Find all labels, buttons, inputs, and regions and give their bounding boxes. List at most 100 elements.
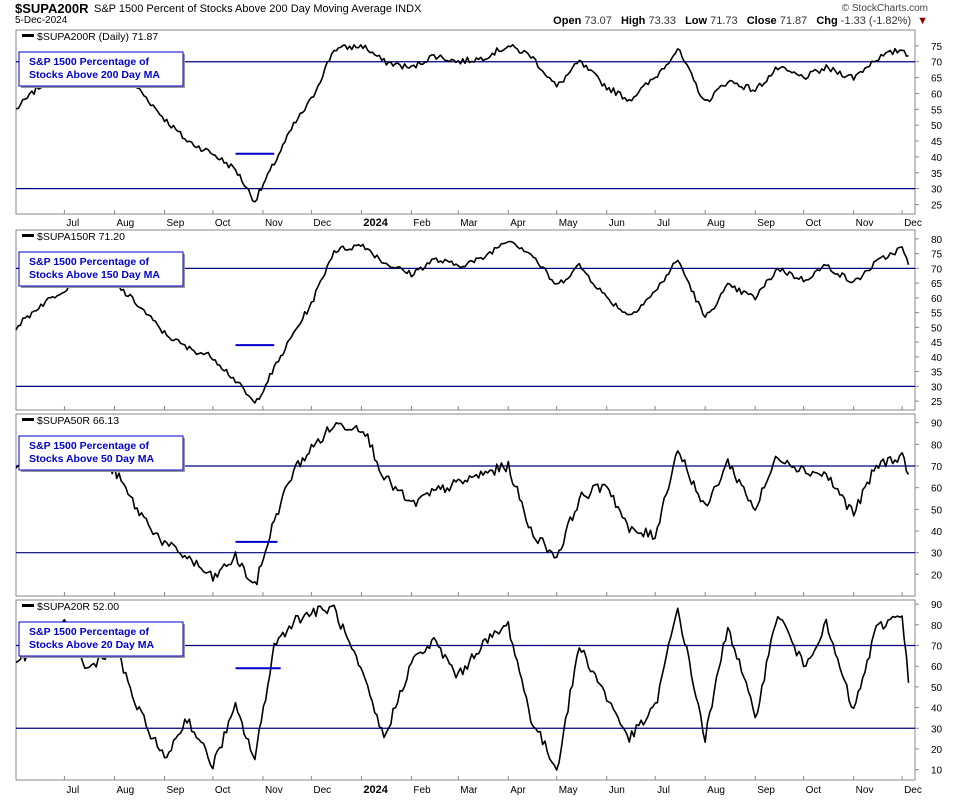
x-tick-label: Aug (116, 218, 134, 229)
x-tick-label: Aug (116, 785, 134, 796)
y-tick-label: 80 (931, 235, 943, 246)
series-line (15, 240, 910, 404)
label-box-text: Stocks Above 200 Day MA (29, 69, 160, 81)
y-tick-label: 35 (931, 169, 943, 180)
y-tick-label: 70 (931, 462, 943, 473)
panel-2: 25 30 35 40 45 50 55 60 65 70 75 80 $SUPA150R 71.20 S… (15, 229, 943, 411)
y-tick-label: 50 (931, 323, 943, 334)
legend-text: $SUPA200R (Daily) 71.87 (37, 31, 158, 43)
high-label: High (620, 15, 646, 27)
x-tick-label: 2024 (363, 217, 388, 229)
y-tick-label: 40 (931, 353, 943, 364)
y-tick-label: 55 (931, 105, 943, 116)
x-tick-label: Nov (265, 785, 283, 796)
ohlc-readout: Open 73.07 High 73.33 Low 71.73 Close 71… (553, 15, 928, 27)
label-box (18, 51, 184, 87)
label-box-text: Stocks Above 150 Day MA (29, 269, 160, 281)
label-box (18, 251, 184, 287)
series-line (15, 43, 909, 203)
x-tick-label: Oct (806, 785, 822, 796)
y-tick-label: 25 (931, 397, 943, 408)
exchange: INDX (395, 3, 422, 15)
open-value: 73.07 (584, 15, 612, 27)
legend: $SUPA200R (Daily) 71.87 (22, 31, 158, 43)
chart-header: $SUPA200R S&P 1500 Percent of Stocks Abo… (0, 0, 960, 30)
y-tick-label: 45 (931, 137, 943, 148)
panel-frame (15, 29, 916, 215)
x-tick-label: Feb (413, 218, 431, 229)
panel-4: 10 20 30 40 50 60 70 80 90 $SUPA20R 52.00 S&P 1500… (15, 599, 943, 796)
y-tick-label: 50 (931, 121, 943, 132)
y-tick-label: 30 (931, 549, 943, 560)
y-tick-label: 90 (931, 419, 943, 430)
panel-frame (15, 229, 916, 411)
x-tick-label: Mar (460, 785, 478, 796)
symbol: $SUPA200R (15, 1, 89, 16)
legend: $SUPA20R 52.00 (22, 601, 119, 613)
x-tick-label: Dec (313, 218, 331, 229)
description-text: S&P 1500 Percent of Stocks Above 200 Day… (94, 3, 393, 15)
chg-label: Chg (816, 15, 838, 27)
chg-value: -1.33 (-1.82%) (840, 15, 912, 27)
y-tick-label: 60 (931, 662, 943, 673)
panel-3: 20 30 40 50 60 70 80 90 $SUPA50R 66.13 S&P 1500 P… (15, 413, 943, 597)
down-triangle-icon: ▼ (917, 15, 928, 27)
y-tick-label: 50 (931, 505, 943, 516)
y-tick-label: 10 (931, 766, 943, 777)
x-tick-label: Apr (510, 218, 526, 229)
x-tick-label: May (559, 218, 578, 229)
y-tick-label: 70 (931, 642, 943, 653)
y-tick-label: 30 (931, 185, 943, 196)
legend-swatch (22, 418, 34, 421)
y-tick-label: 75 (931, 250, 943, 261)
x-tick-label: Jul (66, 785, 79, 796)
x-tick-label: Dec (313, 785, 331, 796)
y-tick-label: 30 (931, 724, 943, 735)
label-box (18, 621, 184, 657)
label-box-text: S&P 1500 Percentage of (29, 56, 150, 68)
x-tick-label: Nov (265, 218, 283, 229)
x-tick-label: Jul (657, 218, 670, 229)
x-tick-label: Dec (904, 785, 922, 796)
close-label: Close (746, 15, 777, 27)
label-box-text: S&P 1500 Percentage of (29, 440, 150, 452)
x-tick-label: Dec (904, 218, 922, 229)
y-tick-label: 60 (931, 294, 943, 305)
legend-text: $SUPA20R 52.00 (37, 601, 119, 613)
legend-swatch (22, 234, 34, 237)
x-tick-label: Mar (460, 218, 478, 229)
low-label: Low (685, 15, 708, 27)
x-tick-label: Apr (510, 785, 526, 796)
panel-1: 25 30 35 40 45 50 55 60 65 70 75 $SUPA200R (Daily) … (15, 29, 943, 229)
x-tick-label: Aug (707, 218, 725, 229)
y-tick-label: 45 (931, 338, 943, 349)
legend-swatch (22, 604, 34, 607)
x-tick-label: Aug (707, 785, 725, 796)
legend: $SUPA150R 71.20 (22, 231, 125, 243)
legend-text: $SUPA150R 71.20 (37, 231, 125, 243)
x-tick-label: Nov (856, 218, 874, 229)
x-tick-label: Jul (66, 218, 79, 229)
x-tick-label: Feb (413, 785, 431, 796)
legend-text: $SUPA50R 66.13 (37, 415, 119, 427)
y-tick-label: 80 (931, 440, 943, 451)
y-tick-label: 20 (931, 745, 943, 756)
y-tick-label: 65 (931, 74, 943, 85)
y-tick-label: 90 (931, 600, 943, 611)
y-tick-label: 40 (931, 704, 943, 715)
x-tick-label: Oct (806, 218, 822, 229)
x-tick-label: Oct (215, 785, 231, 796)
y-tick-label: 60 (931, 89, 943, 100)
x-tick-label: Jun (609, 785, 625, 796)
label-box (18, 435, 184, 471)
y-tick-label: 65 (931, 279, 943, 290)
x-tick-label: May (559, 785, 578, 796)
x-tick-label: 2024 (363, 784, 388, 796)
panel-frame (15, 413, 916, 597)
panel-frame (15, 599, 916, 781)
y-tick-label: 40 (931, 527, 943, 538)
x-tick-label: Sep (166, 785, 184, 796)
y-tick-label: 40 (931, 153, 943, 164)
y-tick-label: 75 (931, 42, 943, 53)
